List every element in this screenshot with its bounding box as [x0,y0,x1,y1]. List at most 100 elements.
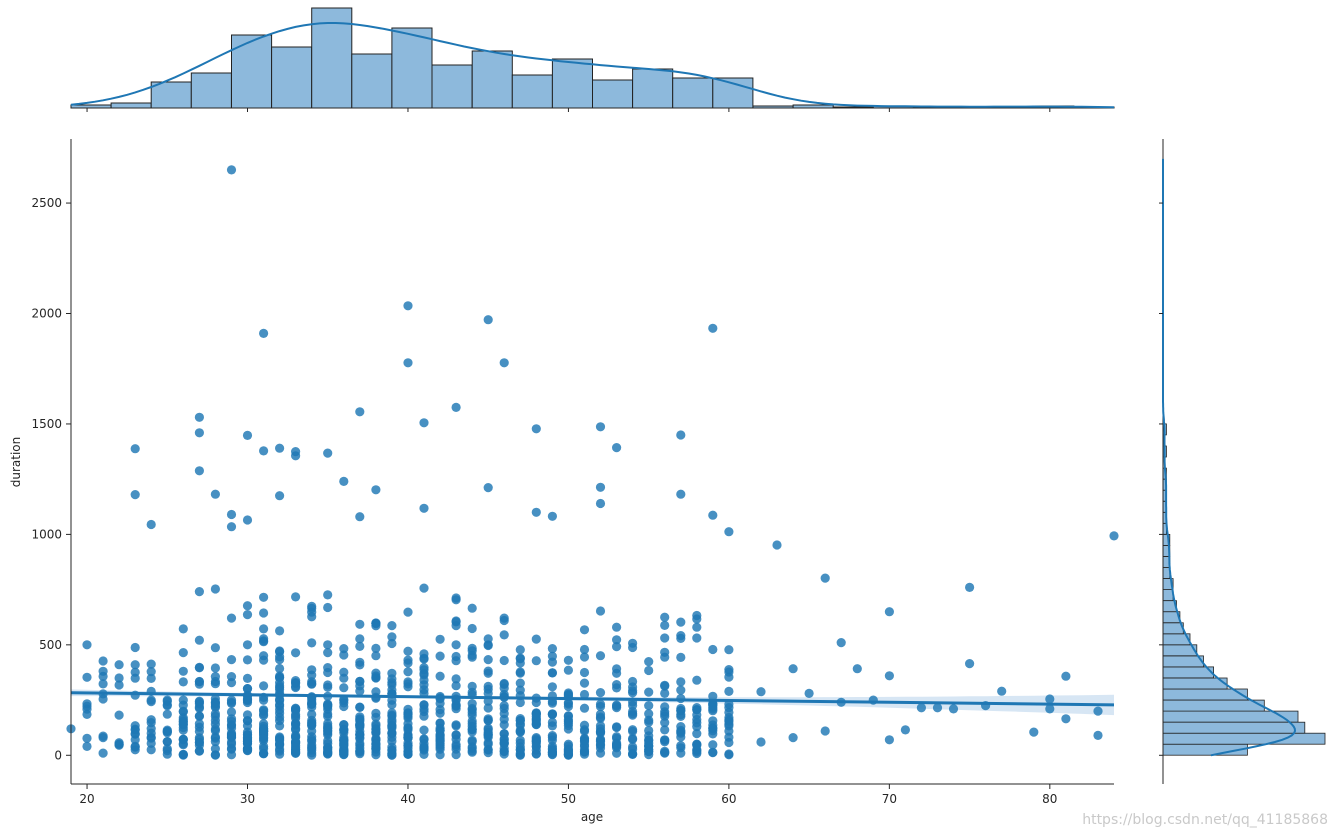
scatter-point [660,633,670,643]
scatter-point [419,734,429,744]
x-axis-label: age [581,810,603,824]
scatter-point [226,720,237,730]
x-tick-label: 20 [79,792,94,806]
scatter-point [499,358,509,368]
scatter-point [130,742,140,752]
x-tick-label: 60 [721,792,736,806]
y-tick-label: 2000 [31,307,62,321]
scatter-point [660,647,670,657]
scatter-point [628,706,638,717]
scatter-point [612,738,622,748]
scatter-point [323,640,333,650]
duration-hist-bar [1162,699,1265,712]
scatter-point [692,748,702,759]
scatter-point [82,733,92,743]
scatter-point [499,678,509,689]
scatter-point [291,451,301,461]
scatter-point [515,685,525,695]
scatter-point [676,703,686,714]
scatter-point [595,728,606,738]
y-tick-label: 500 [39,638,62,652]
scatter-point [451,640,461,650]
scatter-point [563,655,574,665]
scatter-point [644,657,654,667]
scatter-point [708,729,718,739]
scatter-point [612,732,622,742]
scatter-point [387,632,397,642]
scatter-point [708,510,718,520]
scatter-point [451,720,461,730]
scatter-point [435,671,445,681]
scatter-point [146,695,156,705]
scatter-point [419,749,429,760]
scatter-point [323,725,333,735]
scatter-point [194,711,204,721]
age-hist-bar [551,58,594,109]
scatter-point [948,704,959,714]
scatter-point [852,664,862,674]
scatter-point [483,640,493,651]
scatter-point [595,709,606,719]
scatter-point [403,749,413,759]
scatter-point [692,740,702,750]
scatter-point [291,678,301,688]
age-hist-bar [471,50,513,109]
scatter-point [307,699,317,709]
scatter-point [692,718,702,728]
scatter-point [595,651,606,661]
scatter-point [499,738,509,749]
scatter-point [323,736,333,746]
scatter-point [692,610,702,621]
scatter-point [210,672,220,682]
scatter-point [275,672,285,683]
scatter-point [82,699,92,709]
scatter-point [210,489,220,499]
scatter-point [242,684,253,694]
scatter-point [419,418,429,428]
scatter-point [467,643,477,654]
scatter-point [772,540,782,550]
scatter-point [676,633,686,644]
scatter-point [628,749,638,759]
scatter-point [547,644,558,654]
age-hist-bar [511,74,553,109]
scatter-point [595,422,606,432]
scatter-point [612,635,622,645]
scatter-point [323,682,333,692]
scatter-point [403,704,413,714]
scatter-point [1061,714,1071,724]
scatter-point [403,646,413,656]
scatter-point [275,655,285,665]
scatter-point [387,621,397,631]
scatter-point [788,733,798,743]
scatter-point [708,691,718,701]
scatter-point [355,407,365,417]
scatter-point [820,726,830,736]
scatter-point [355,619,365,629]
scatter-point [98,748,108,758]
scatter-point [242,640,253,650]
scatter-point [579,740,590,750]
scatter-point [595,748,606,758]
scatter-point [644,709,654,719]
scatter-point [419,685,429,695]
scatter-point [451,402,461,412]
scatter-point [307,638,317,648]
x-tick-label: 40 [400,792,415,806]
age-hist-bar [632,68,674,109]
scatter-point [419,700,429,710]
scatter-point [210,643,220,653]
age-hist-bar [271,46,313,109]
age-hist-bar [150,81,192,109]
scatter-point [724,716,734,726]
scatter-point [724,665,734,675]
marginal-histogram-age [70,7,1115,109]
scatter-point [210,737,220,747]
scatter-point [259,681,269,691]
scatter-point [210,744,220,754]
scatter-point [563,711,574,721]
scatter-point [531,507,541,517]
scatter-point [339,673,349,683]
scatter-point [210,663,220,673]
scatter-point [579,667,590,678]
